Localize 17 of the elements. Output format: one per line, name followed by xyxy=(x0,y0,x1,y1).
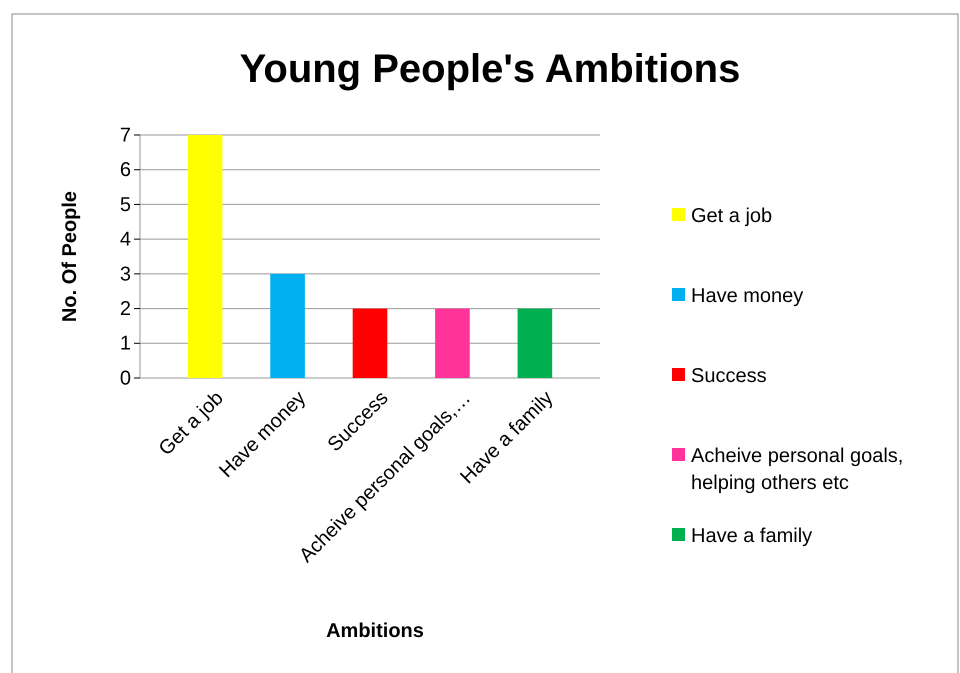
legend-label: Have money xyxy=(691,285,804,307)
y-axis-title: No. Of People xyxy=(59,190,81,322)
y-tick-label: 2 xyxy=(120,298,131,320)
chart-title: Young People's Ambitions xyxy=(240,47,740,91)
y-tick-label: 5 xyxy=(120,194,131,216)
legend-label: Acheive personal goals, helping others etc xyxy=(691,445,904,494)
y-tick-label: 6 xyxy=(120,159,131,182)
y-tick-label: 4 xyxy=(120,228,131,251)
y-tick-label: 7 xyxy=(120,124,131,146)
y-tick-label: 1 xyxy=(120,332,131,355)
legend-label: Success xyxy=(691,365,767,387)
x-tick-label: Get a job xyxy=(154,387,228,460)
x-axis-title: Ambitions xyxy=(326,620,424,642)
y-tick-label: 0 xyxy=(120,367,131,390)
legend-label: Have a family xyxy=(691,525,812,547)
y-tick-label: 3 xyxy=(120,263,131,286)
legend-label: Get a job xyxy=(691,205,772,227)
